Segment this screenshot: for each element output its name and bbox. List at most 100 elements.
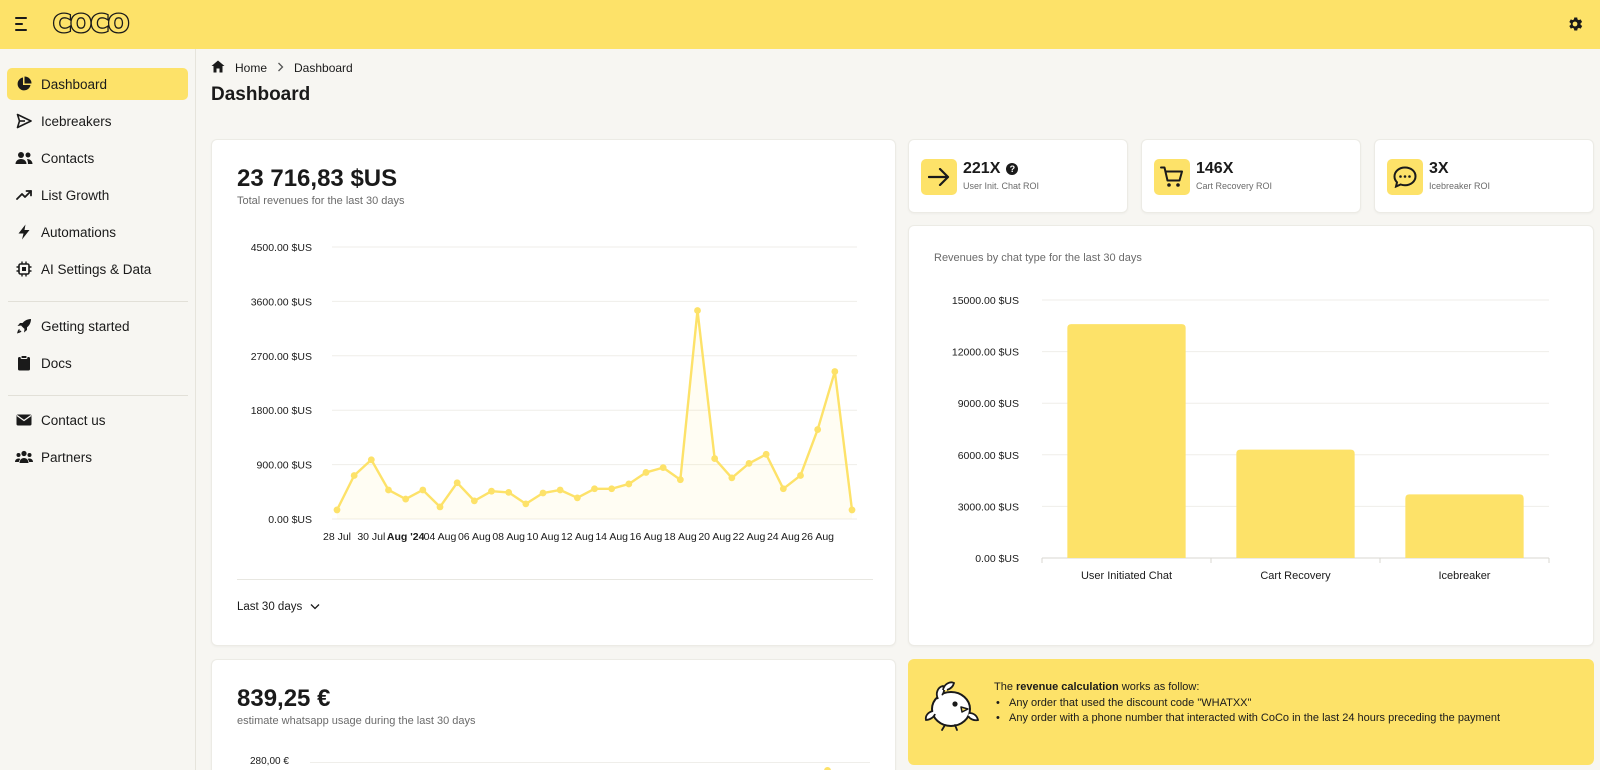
page-title: Dashboard [211, 84, 311, 105]
x-tick-label: 16 Aug [630, 531, 663, 542]
sidebar-item-label: Automations [41, 224, 117, 240]
coco-bird-mascot-icon [923, 677, 981, 738]
bar [1236, 449, 1355, 558]
data-point [659, 464, 667, 472]
bar-chart-title: Revenues by chat type for the last 30 da… [934, 252, 1142, 264]
chevron-right-icon [277, 61, 284, 75]
x-tick-label: 10 Aug [527, 531, 560, 542]
sidebar-item-contacts[interactable]: Contacts [7, 142, 188, 174]
data-point [848, 506, 856, 514]
data-point [573, 494, 581, 502]
total-revenue-value: 23 716,83 $US [237, 165, 398, 192]
kpi-value: 221X ? [963, 160, 1019, 178]
bar [1067, 324, 1186, 558]
data-point [333, 506, 341, 514]
sidebar: Dashboard Icebreakers Contacts List Grow… [0, 49, 196, 770]
data-point [694, 307, 701, 314]
sidebar-item-ai-settings[interactable]: AI Settings & Data [7, 253, 188, 285]
info-text-bold: revenue calculation [1016, 681, 1119, 693]
revenue-line-chart: 0.00 $US 900.00 $US 1800.00 $US 2700.00 $US… [251, 242, 857, 542]
send-icon [7, 113, 41, 129]
data-point [814, 426, 822, 433]
settings-gear-icon[interactable] [1566, 15, 1584, 33]
cart-icon [1154, 159, 1190, 195]
y-tick-label: 3600.00 $US [251, 296, 312, 308]
kpi-card-user-init-chat: 221X ? User Init. Chat ROI [908, 139, 1128, 213]
sidebar-item-partners[interactable]: Partners [7, 441, 188, 473]
date-range-label: Last 30 days [237, 601, 303, 613]
pie-chart-icon [7, 76, 41, 92]
sidebar-item-label: Partners [41, 449, 93, 465]
bar [1405, 494, 1524, 558]
sidebar-divider [8, 301, 188, 302]
whatsapp-chart-point [824, 767, 831, 770]
breadcrumb: Home Dashboard [211, 60, 353, 76]
sidebar-item-getting-started[interactable]: Getting started [7, 310, 188, 342]
sidebar-item-docs[interactable]: Docs [7, 347, 188, 379]
trending-up-icon [7, 187, 41, 203]
data-point [367, 456, 375, 464]
x-tick-label: 04 Aug [424, 531, 457, 542]
chip-icon [7, 261, 41, 277]
sidebar-item-automations[interactable]: Automations [7, 216, 188, 248]
data-point [762, 450, 770, 458]
data-point [402, 495, 410, 503]
kpi-value-text: 221X [963, 160, 1001, 177]
data-point [642, 469, 650, 476]
kpi-card-icebreaker: 3X Icebreaker ROI [1374, 139, 1594, 213]
sidebar-item-list-growth[interactable]: List Growth [7, 179, 188, 211]
app-logo[interactable]: COCO [52, 8, 131, 40]
x-tick-label: 28 Jul [323, 531, 351, 542]
whatsapp-chart-y-tick: 280,00 € [250, 756, 289, 767]
x-tick-label: Cart Recovery [1260, 570, 1331, 582]
y-tick-label: 9000.00 $US [958, 398, 1019, 410]
x-tick-label: 08 Aug [492, 531, 525, 542]
data-point [831, 368, 839, 375]
data-point [505, 489, 513, 496]
info-text-prefix: The [994, 681, 1017, 693]
kpi-label: Cart Recovery ROI [1196, 181, 1273, 191]
x-tick-label: 20 Aug [698, 531, 731, 542]
revenue-rule-item: Any order that used the discount code "W… [994, 696, 1500, 712]
revenue-card: 23 716,83 $US Total revenues for the las… [211, 139, 896, 646]
kpi-value: 3X [1429, 160, 1449, 177]
sidebar-item-icebreakers[interactable]: Icebreakers [7, 105, 188, 137]
kpi-value: 146X [1196, 160, 1234, 177]
kpi-label: User Init. Chat ROI [963, 181, 1040, 191]
clipboard-icon [7, 355, 41, 371]
chat-bubble-icon [1387, 159, 1423, 195]
sidebar-item-label: Docs [41, 355, 72, 371]
arrow-right-icon [921, 159, 957, 195]
y-tick-label: 3000.00 $US [958, 501, 1019, 513]
data-point [385, 486, 392, 494]
data-point [728, 474, 736, 482]
data-point [436, 503, 444, 511]
data-point [453, 479, 461, 487]
card-divider [237, 579, 873, 580]
revenue-rules-list: Any order that used the discount code "W… [994, 696, 1500, 727]
date-range-dropdown[interactable]: Last 30 days [237, 601, 320, 613]
data-point [350, 472, 358, 479]
sidebar-item-label: Contact us [41, 412, 106, 428]
x-tick-label: User Initiated Chat [1081, 570, 1172, 582]
sidebar-item-label: Getting started [41, 318, 130, 334]
data-point [745, 459, 753, 467]
x-tick-label: Icebreaker [1439, 570, 1491, 582]
breadcrumb-home-link[interactable]: Home [235, 61, 268, 75]
y-tick-label: 6000.00 $US [958, 450, 1019, 462]
revenue-rule-item: Any order with a phone number that inter… [994, 711, 1500, 727]
data-point [625, 480, 633, 488]
sidebar-item-dashboard[interactable]: Dashboard [7, 68, 188, 100]
menu-icon[interactable] [15, 17, 31, 31]
home-icon[interactable] [211, 60, 225, 76]
help-icon[interactable]: ? [1006, 163, 1019, 175]
sidebar-item-contact-us[interactable]: Contact us [7, 404, 188, 436]
y-tick-label: 0.00 $US [268, 514, 312, 526]
whatsapp-usage-card: 839,25 € estimate whatsapp usage during … [211, 659, 896, 770]
data-point [522, 500, 530, 508]
kpi-card-cart-recovery: 146X Cart Recovery ROI [1141, 139, 1361, 213]
data-point [779, 485, 787, 493]
breadcrumb-current: Dashboard [294, 61, 353, 75]
x-tick-label: 14 Aug [595, 531, 628, 542]
data-point [488, 487, 495, 495]
